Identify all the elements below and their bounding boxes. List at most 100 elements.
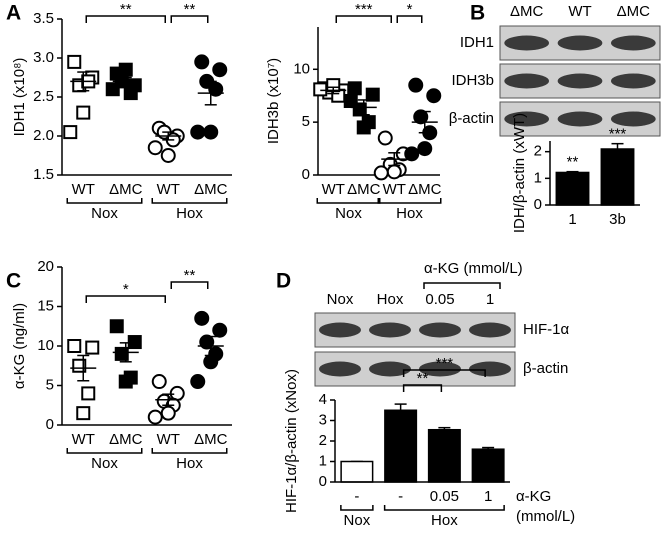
y-tick-label: 2.0 [33,127,54,144]
data-point [67,339,82,353]
lane-label: Nox [327,291,354,308]
data-point [63,125,78,140]
data-point [190,124,206,140]
significance-label: *** [355,1,373,18]
y-tick-label: 20 [37,258,54,275]
blot-band [504,73,550,89]
x-tick-label: ΔMC [347,181,381,198]
data-point [404,146,420,162]
significance-label: ** [567,154,579,171]
data-point [109,319,124,334]
significance-bracket [335,15,392,23]
lane-label: ΔMC [510,3,544,20]
y-tick-label: 2 [534,143,542,160]
y-tick-label: 2 [319,432,327,449]
x-tick-label: ΔMC [408,181,442,198]
data-point [408,77,424,93]
data-point [203,354,219,370]
data-point [160,405,176,421]
data-point [118,374,133,389]
blot-band [557,35,603,51]
group-label: Hox [431,512,458,529]
y-tick-label: 0 [534,196,542,213]
group-bracket [377,198,442,204]
data-point [356,120,371,135]
significance-label: *** [436,355,454,372]
blot-row-label: β-actin [449,110,494,127]
x-tick-label: WT [72,431,95,448]
data-point [386,164,402,180]
data-point [67,54,82,69]
blot-band [369,361,411,377]
blot-band [504,111,550,127]
group-bracket [151,198,228,204]
y-axis-label: IDH/β-actin (xWT) [511,113,528,233]
blot-row-label: IDH3b [451,72,494,89]
blot-row-label: β-actin [523,360,568,377]
data-point [203,124,219,140]
data-point [373,165,389,181]
data-point [76,105,91,120]
blot-band [504,35,550,51]
x-tick-label: ΔMC [194,431,228,448]
significance-label: *** [609,126,627,143]
panel-letter: D [276,270,291,293]
x-axis-label: α-KG [516,488,551,505]
y-tick-label: 0 [319,473,327,490]
x-tick-label: ΔMC [194,181,228,198]
y-tick-label: 2.5 [33,88,54,105]
lane-label: ΔMC [617,3,651,20]
blot-row-label: HIF-1α [523,321,570,338]
y-tick-label: 1 [534,169,542,186]
lane-label: 1 [486,291,494,308]
y-axis-label: IDH1 (x10⁸) [11,58,28,137]
group-bracket [340,505,374,511]
blot-band [610,111,656,127]
significance-bracket [402,384,443,392]
bar [384,409,418,483]
group-bracket [66,448,143,454]
group-bracket [316,198,381,204]
y-tick-label: 5 [46,376,54,393]
group-label: Hox [396,205,423,222]
significance-label: * [407,1,413,18]
y-axis-label: HIF-1α/β-actin (xNox) [283,369,300,513]
group-label: Nox [91,205,118,222]
data-point [114,346,129,361]
y-axis-label: α-KG (ng/ml) [11,303,28,389]
group-label: Nox [335,205,362,222]
data-point [343,94,358,108]
y-tick-label: 5 [302,113,310,130]
group-label: Nox [91,455,118,472]
blot-band [610,35,656,51]
blot-band [369,322,411,338]
data-point [147,409,163,425]
blot-band [319,322,361,338]
x-tick-label: WT [157,431,180,448]
group-label: Nox [344,512,371,529]
bar [555,171,590,206]
treatment-label: α-KG (mmol/L) [424,260,523,277]
y-tick-label: 3.0 [33,49,54,66]
data-point [313,82,328,97]
significance-bracket [170,15,209,23]
data-point [76,406,91,421]
panel-letter: B [470,2,485,25]
data-point [147,140,163,156]
x-tick-label: 1 [568,211,576,228]
significance-label: ** [184,267,196,284]
significance-bracket [402,369,486,377]
group-bracket [66,198,143,204]
group-bracket [383,505,505,511]
group-bracket [151,448,228,454]
y-tick-label: 0 [302,166,310,183]
y-tick-label: 15 [37,297,54,314]
bar [340,460,374,483]
data-point [118,62,133,77]
data-point [365,87,380,102]
lane-label: WT [568,3,591,20]
blot-band [557,73,603,89]
x-tick-label: ΔMC [109,431,143,448]
data-point [212,62,228,78]
